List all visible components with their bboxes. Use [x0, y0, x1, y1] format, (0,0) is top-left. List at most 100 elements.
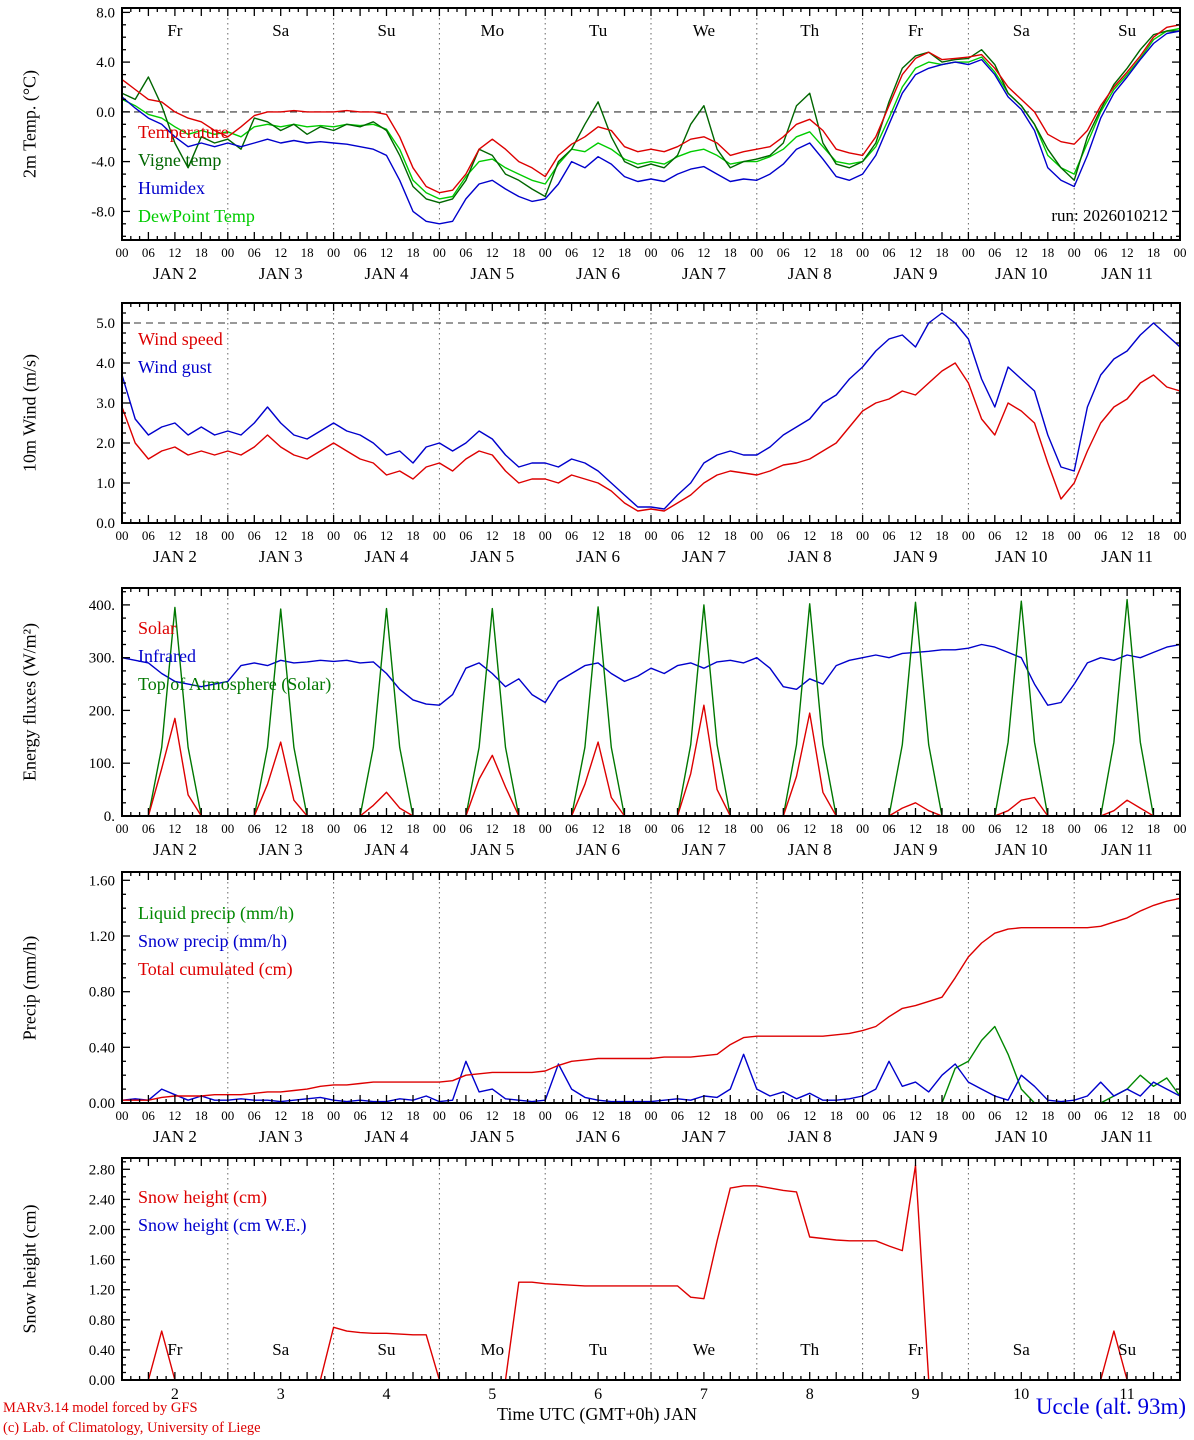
- date-label: JAN 9: [894, 840, 938, 859]
- hour-tick-label: 06: [988, 821, 1002, 836]
- date-label: JAN 2: [153, 264, 197, 283]
- weekday-label: Su: [378, 1340, 396, 1359]
- hour-tick-label: 06: [988, 1108, 1002, 1123]
- axis-labels: 0.00 0.40 0.80 1.20 1.60 2.00 2.40 2.80 2 3 4 5 6 7 8 9…: [89, 1162, 1137, 1403]
- hour-tick-label: 00: [539, 528, 552, 543]
- day-gridlines: [227, 303, 1075, 523]
- weekday-label: Fr: [167, 1340, 182, 1359]
- hour-tick-label: 00: [539, 245, 552, 260]
- hour-tick-label: 12: [592, 528, 605, 543]
- hour-tick-label: 00: [645, 528, 658, 543]
- hour-tick-label: 12: [697, 528, 710, 543]
- hour-tick-label: 12: [168, 821, 181, 836]
- y-tick-label: 0.40: [89, 1343, 115, 1359]
- hour-tick-label: 00: [327, 245, 340, 260]
- hour-tick-label: 12: [486, 1108, 499, 1123]
- hour-tick-label: 00: [433, 821, 446, 836]
- date-label: JAN 6: [576, 840, 620, 859]
- y-axis-title-energy: Energy fluxes (W/m²): [19, 622, 40, 782]
- hour-tick-label: 00: [327, 1108, 340, 1123]
- hour-tick-label: 18: [1147, 528, 1160, 543]
- ticks: [121, 872, 1181, 1104]
- date-label: JAN 11: [1101, 547, 1153, 566]
- date-label: JAN 10: [995, 547, 1047, 566]
- hour-tick-label: 18: [1041, 528, 1054, 543]
- date-label: JAN 8: [788, 264, 832, 283]
- day-number-label: 4: [383, 1386, 391, 1403]
- day-number-label: 5: [488, 1386, 496, 1403]
- hour-tick-label: 00: [750, 528, 763, 543]
- date-label: JAN 5: [470, 264, 514, 283]
- hour-tick-label: 18: [407, 528, 420, 543]
- hour-tick-label: 00: [1174, 528, 1187, 543]
- hour-tick-label: 12: [1015, 821, 1028, 836]
- date-label: JAN 7: [682, 840, 726, 859]
- y-tick-label: 200.: [89, 703, 115, 719]
- hour-tick-label: 00: [645, 821, 658, 836]
- hour-tick-label: 12: [1121, 245, 1134, 260]
- date-label: JAN 9: [894, 547, 938, 566]
- legend-snow-panel: Snow height (cm) Snow height (cm W.E.): [138, 1183, 307, 1239]
- weekday-label: Th: [800, 1340, 819, 1359]
- x-axis-title: Time UTC (GMT+0h) JAN: [497, 1404, 697, 1424]
- hour-tick-label: 18: [936, 528, 949, 543]
- hour-tick-label: 12: [1015, 1108, 1028, 1123]
- station-label: Uccle (alt. 93m): [1035, 1394, 1186, 1419]
- legend-precip-panel: Liquid precip (mm/h) Snow precip (mm/h) …: [138, 899, 294, 983]
- hour-tick-label: 06: [142, 528, 156, 543]
- y-tick-label: -4.0: [91, 155, 115, 171]
- hour-tick-label: 12: [803, 821, 816, 836]
- hour-tick-label: 00: [645, 245, 658, 260]
- ticks: [121, 8, 1181, 240]
- date-label: JAN 7: [682, 547, 726, 566]
- legend-item-total-cumulated: Total cumulated (cm): [138, 959, 293, 979]
- hour-tick-label: 18: [195, 1108, 208, 1123]
- y-tick-label: 0.80: [89, 1313, 115, 1329]
- model-credit-line2: (c) Lab. of Climatology, University of L…: [3, 1420, 261, 1436]
- hour-tick-label: 00: [116, 821, 129, 836]
- y-tick-label: -8.0: [91, 204, 115, 220]
- hour-tick-label: 18: [618, 245, 631, 260]
- y-tick-label: 0.0: [96, 105, 115, 121]
- hour-tick-label: 06: [883, 528, 897, 543]
- date-label: JAN 6: [576, 547, 620, 566]
- hour-tick-label: 00: [645, 1108, 658, 1123]
- hour-tick-label: 00: [221, 528, 234, 543]
- hour-tick-label: 12: [1121, 1108, 1134, 1123]
- y-tick-label: 0.00: [89, 1096, 115, 1112]
- hour-tick-label: 12: [909, 1108, 922, 1123]
- day-number-label: 8: [806, 1386, 814, 1403]
- hour-tick-label: 06: [142, 245, 156, 260]
- hour-tick-label: 12: [274, 245, 287, 260]
- hour-tick-label: 18: [407, 821, 420, 836]
- hour-tick-label: 00: [221, 245, 234, 260]
- hour-tick-label: 18: [724, 528, 737, 543]
- date-label: JAN 7: [682, 1127, 726, 1146]
- model-credit-line1: MARv3.14 model forced by GFS: [3, 1400, 198, 1416]
- date-label: JAN 11: [1101, 840, 1153, 859]
- hour-tick-label: 00: [1174, 1108, 1187, 1123]
- legend-item-solar: Solar: [138, 618, 176, 638]
- hour-tick-label: 18: [1041, 821, 1054, 836]
- hour-tick-label: 06: [565, 245, 579, 260]
- y-tick-label: 300.: [89, 651, 115, 667]
- hour-tick-label: 18: [512, 245, 525, 260]
- panel-snow: 0.00 0.40 0.80 1.20 1.60 2.00 2.40 2.80 2 3 4 5 6 7 8 9…: [89, 1157, 1181, 1403]
- hour-tick-label: 06: [248, 245, 262, 260]
- axis-labels: -8.0 -4.0 0.0 4.0 8.0 00 06 12 18 00 06 12 18 00 06 12 1…: [91, 5, 1186, 283]
- axis-labels: 0.0 1.0 2.0 3.0 4.0 5.0 00 06 12 18 00 06 12 18 00 06 12…: [96, 316, 1186, 566]
- hour-tick-label: 06: [1094, 528, 1108, 543]
- hour-tick-label: 06: [459, 1108, 473, 1123]
- date-label: JAN 5: [470, 840, 514, 859]
- hour-tick-label: 12: [168, 528, 181, 543]
- legend-item-temperature: Temperature: [138, 122, 229, 142]
- hour-tick-label: 06: [248, 528, 262, 543]
- hour-tick-label: 18: [301, 1108, 314, 1123]
- hour-tick-label: 00: [1174, 821, 1187, 836]
- y-tick-label: 2.0: [96, 436, 115, 452]
- hour-tick-label: 18: [830, 1108, 843, 1123]
- hour-tick-label: 06: [1094, 1108, 1108, 1123]
- hour-tick-label: 18: [301, 528, 314, 543]
- weekday-label: Fr: [908, 1340, 923, 1359]
- hour-tick-label: 06: [777, 821, 791, 836]
